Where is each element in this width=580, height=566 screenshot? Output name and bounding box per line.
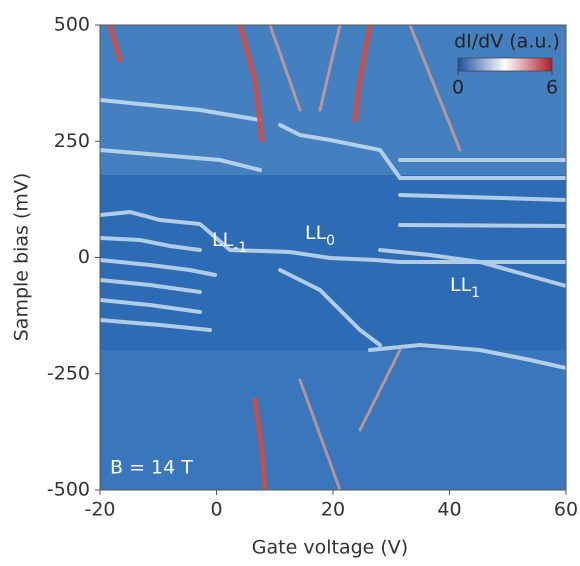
annotation-text: LL	[212, 229, 234, 251]
annotation: LL1	[450, 274, 480, 302]
y-tick-label: 0	[78, 246, 90, 268]
x-tick-label: -20	[84, 499, 115, 521]
y-tick-label: -250	[47, 362, 90, 384]
annotation-subscript: 1	[471, 285, 480, 301]
annotation: LL0	[305, 222, 335, 250]
annotation-subscript: -1	[233, 240, 247, 256]
annotation-text: LL	[305, 222, 327, 244]
colorbar-tick-label: 0	[452, 77, 464, 99]
colorbar-label: dI/dV (a.u.)	[454, 31, 560, 53]
y-axis-label: Sample bias (mV)	[11, 173, 33, 342]
annotation-text: LL	[450, 274, 472, 296]
x-axis-label: Gate voltage (V)	[252, 537, 408, 559]
annotation: LL-1	[212, 229, 247, 257]
colorbar	[457, 57, 553, 72]
y-tick-label: 500	[54, 14, 90, 36]
x-tick-label: 60	[554, 499, 578, 521]
y-tick-label: -500	[47, 479, 90, 501]
annotation-subscript: 0	[326, 233, 335, 249]
x-tick-label: 20	[321, 499, 345, 521]
colorbar-tick-label: 6	[546, 77, 558, 99]
y-tick-label: 250	[54, 130, 90, 152]
x-tick-label: 40	[437, 499, 461, 521]
field-label: B = 14 T	[110, 457, 193, 479]
heatmap	[100, 25, 566, 490]
x-tick-label: 0	[210, 499, 222, 521]
